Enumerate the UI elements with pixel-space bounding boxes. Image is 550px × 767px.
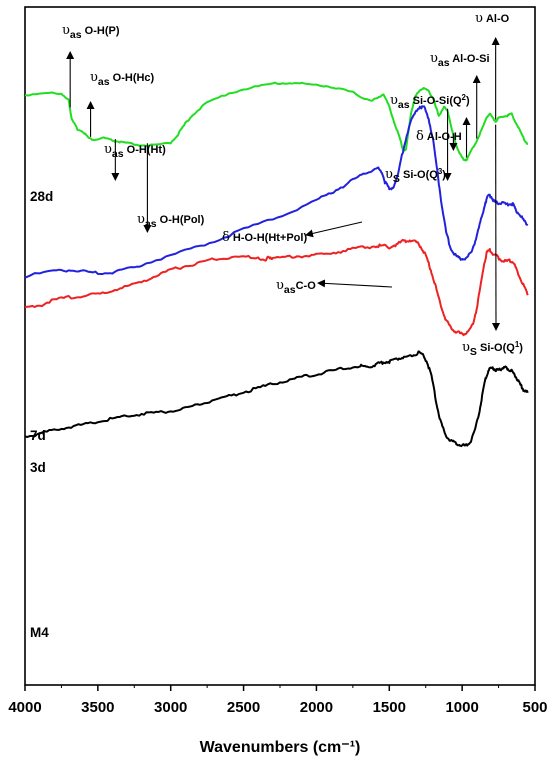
series-label-28d: 28d (30, 189, 53, 204)
x-tick-label-2500: 2500 (227, 699, 260, 716)
annotation-up-5: δ Al-O-H (416, 129, 462, 144)
annotation-up-1: υas O-H(Hc) (90, 70, 155, 88)
series-7d (24, 105, 529, 279)
plot-frame (24, 6, 536, 686)
annotation-up-7: υas Al-O-Si (430, 51, 490, 69)
annotation-up-4: υS Si-O(Q3) (385, 167, 446, 185)
x-tick-label-1000: 1000 (445, 699, 478, 716)
series-line-M4 (24, 350, 529, 448)
x-tick-label-2000: 2000 (300, 699, 333, 716)
annotation-up-8: υ Al-O (475, 11, 510, 26)
series-3d (24, 238, 529, 337)
x-tick-label-1500: 1500 (373, 699, 406, 716)
arrow-hoh (305, 221, 363, 238)
annotation-co: υasC-O (276, 278, 316, 296)
series-label-7d: 7d (30, 428, 46, 443)
x-axis-ticks: 4000 3500 3000 2500 2000 1500 1000 500 (8, 685, 548, 716)
x-tick-label-4000: 4000 (8, 699, 41, 716)
series-28d (24, 81, 529, 162)
annotation-layer: υas O-H(P) υas O-H(Hc) υas O-H(Ht) υas O-H(… (62, 11, 523, 358)
x-tick-label-3000: 3000 (154, 699, 187, 716)
x-tick-label-3500: 3500 (81, 699, 114, 716)
annotation-up-3: υas O-H(Pol) (137, 212, 205, 230)
series-M4 (24, 350, 529, 448)
arrow-co (317, 279, 393, 288)
x-axis-title: Wavenumbers (cm⁻¹) (200, 739, 361, 756)
series-label-M4: M4 (30, 625, 49, 640)
series-label-3d: 3d (30, 460, 46, 475)
annotation-hoh: δ H-O-H(Ht+Pol) (222, 230, 307, 245)
series-line-7d (24, 105, 529, 279)
series-line-3d (24, 238, 529, 337)
series-line-28d (24, 81, 529, 162)
annotation-q1: υS Si-O(Q1) (462, 340, 523, 358)
series-layer: 28d 7d 3d M4 (24, 81, 529, 640)
x-tick-label-500: 500 (522, 699, 547, 716)
annotation-up-2: υas O-H(Ht) (104, 142, 166, 160)
annotation-up-6: υas Si-O-Si(Q2) (390, 93, 470, 111)
annotation-up-0: υas O-H(P) (62, 23, 120, 41)
